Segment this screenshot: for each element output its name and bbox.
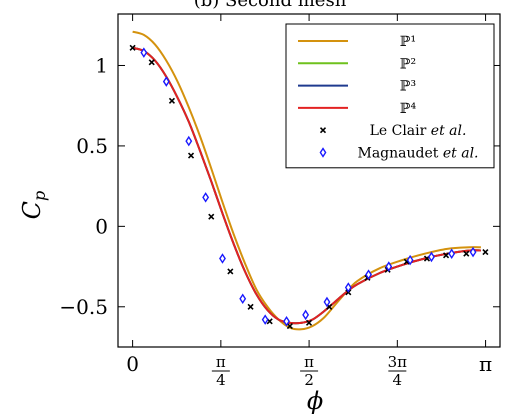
series-6-point-14 bbox=[406, 254, 414, 266]
series-6-point-6 bbox=[239, 293, 247, 305]
series-5-point-2-stroke-b bbox=[148, 59, 155, 66]
legend-label-2: ℙ² bbox=[400, 56, 416, 72]
x-tick-label-1: 0 bbox=[126, 352, 139, 376]
x-tick-label-2: π4 bbox=[211, 353, 230, 389]
series-5-point-1-stroke-b bbox=[129, 44, 136, 51]
series-5-point-5-stroke-b bbox=[208, 213, 215, 220]
series-6-point-2 bbox=[162, 76, 170, 87]
series-5-point-3 bbox=[168, 97, 175, 104]
series-5-point-8-stroke-b bbox=[266, 318, 273, 325]
y-axis-label: Cp bbox=[18, 191, 49, 220]
legend-label-6: Magnaudet et al. bbox=[358, 146, 479, 162]
y-axis-label-main: C bbox=[18, 201, 46, 219]
series-6-point-4 bbox=[202, 192, 210, 203]
series-6-point-16 bbox=[448, 248, 456, 259]
x-tick-label-3-denominator: 2 bbox=[304, 371, 314, 389]
legend-label-5-plain: Le Clair bbox=[370, 123, 431, 139]
series-6-point-3 bbox=[185, 135, 193, 147]
series-5-point-6 bbox=[227, 268, 234, 275]
series-6-point-7 bbox=[261, 314, 269, 325]
x-tick-label-4-numerator: 3π bbox=[388, 353, 408, 371]
series-5-point-9 bbox=[286, 323, 293, 330]
legend-label-3: ℙ³ bbox=[400, 79, 416, 95]
legend-swatch-5 bbox=[319, 127, 327, 134]
x-tick-label-3: π2 bbox=[300, 353, 319, 389]
series-5-point-5 bbox=[208, 213, 215, 220]
series-5-point-1 bbox=[129, 44, 136, 51]
series-5-point-9-stroke-b bbox=[286, 323, 293, 330]
series-5-point-10-stroke-b bbox=[305, 319, 313, 326]
series-5-point-18-stroke-b bbox=[463, 250, 470, 257]
series-5-point-10 bbox=[305, 319, 313, 326]
series-6-point-17 bbox=[469, 246, 477, 258]
series-6-point-8 bbox=[283, 315, 290, 327]
x-tick-label-3-numerator: π bbox=[304, 353, 314, 371]
legend-label-5: Le Clair et al. bbox=[370, 123, 467, 139]
series-6-point-13 bbox=[385, 261, 393, 272]
series-5-point-6-stroke-b bbox=[227, 268, 234, 275]
legend-swatch-6 bbox=[319, 147, 327, 158]
series-lines bbox=[132, 30, 481, 331]
legend-label-6-plain: Magnaudet bbox=[358, 146, 443, 162]
series-markers bbox=[129, 44, 489, 330]
legend-label-4: ℙ⁴ bbox=[400, 101, 417, 117]
series-6-point-10 bbox=[323, 296, 331, 308]
x-tick-label-4: 3π4 bbox=[388, 353, 408, 389]
series-6-point-1 bbox=[140, 47, 148, 58]
series-5-point-7-stroke-b bbox=[247, 303, 254, 310]
series-5-point-18 bbox=[463, 250, 470, 257]
x-axis-label: ϕ bbox=[307, 387, 323, 415]
x-tick-label-2-denominator: 4 bbox=[216, 371, 226, 389]
series-line-4 bbox=[132, 46, 481, 325]
series-5-point-17-stroke-b bbox=[443, 252, 450, 259]
y-tick-label-4: −0.5 bbox=[59, 295, 108, 319]
y-tick-label-3: 0 bbox=[95, 214, 108, 238]
series-5-point-3-stroke-b bbox=[168, 97, 175, 104]
series-5-point-7 bbox=[247, 303, 254, 310]
x-tick-label-2-numerator: π bbox=[216, 353, 226, 371]
legend-label-1: ℙ¹ bbox=[400, 34, 416, 50]
legend-label-5-italic: et al. bbox=[431, 123, 467, 139]
legend-label-6-italic: et al. bbox=[443, 146, 479, 162]
series-6-point-5 bbox=[219, 253, 226, 264]
series-5-point-4-stroke-b bbox=[187, 152, 195, 159]
x-tick-label-5: π bbox=[479, 352, 492, 376]
series-5-point-11-stroke-b bbox=[326, 303, 333, 310]
x-tick-label-4-denominator: 4 bbox=[393, 371, 403, 389]
series-5-point-4 bbox=[187, 152, 195, 159]
chart-title: (b) Second mesh bbox=[194, 0, 347, 11]
legend-box bbox=[285, 23, 495, 169]
y-tick-label-2: 0.5 bbox=[76, 134, 108, 158]
series-6-point-15 bbox=[428, 251, 435, 263]
legend-swatch-5-stroke-b bbox=[319, 127, 327, 134]
series-5-point-17 bbox=[443, 252, 450, 259]
y-axis-label-sub: p bbox=[30, 191, 49, 201]
y-tick-label-1: 1 bbox=[95, 53, 108, 77]
series-5-point-19 bbox=[482, 249, 489, 256]
series-6-point-12 bbox=[365, 269, 372, 280]
series-6-point-11 bbox=[344, 282, 352, 293]
series-5-point-19-stroke-b bbox=[482, 249, 489, 256]
series-5-point-2 bbox=[148, 59, 155, 66]
series-6-point-9 bbox=[302, 309, 310, 321]
